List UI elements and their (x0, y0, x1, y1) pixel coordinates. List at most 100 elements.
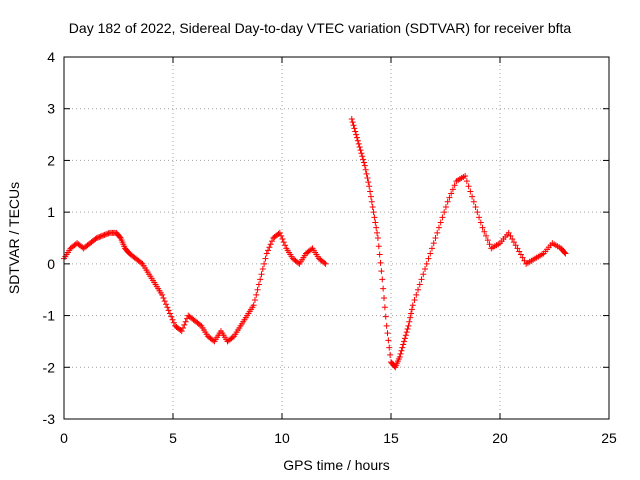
data-point (359, 153, 366, 160)
data-point (279, 236, 286, 243)
data-point (408, 310, 415, 317)
data-point (418, 276, 425, 283)
data-point (446, 194, 453, 201)
data-point (356, 143, 363, 150)
data-point (378, 268, 385, 275)
data-point (434, 229, 441, 236)
data-point (168, 313, 175, 320)
data-point (387, 351, 394, 358)
y-axis-label: SDTVAR / TECUs (6, 181, 22, 295)
data-point (416, 281, 423, 288)
data-point (164, 304, 171, 311)
data-point (386, 344, 393, 351)
data-point (161, 298, 168, 305)
data-point (384, 330, 391, 337)
data-point (100, 232, 107, 239)
data-point (308, 246, 315, 253)
data-point (405, 322, 412, 329)
data-point (280, 239, 287, 246)
data-point (251, 297, 258, 304)
data-point (403, 329, 410, 336)
data-point (432, 235, 439, 241)
data-point (484, 237, 491, 244)
data-point (463, 178, 470, 185)
data-point (469, 193, 476, 200)
data-point (353, 131, 360, 138)
y-tick-label: 0 (47, 256, 55, 272)
grid-lines (64, 57, 609, 419)
data-point (507, 232, 514, 239)
data-point (255, 281, 262, 288)
data-point (406, 318, 413, 325)
data-point (462, 172, 469, 179)
data-point (423, 260, 430, 267)
data-point (322, 260, 329, 267)
data-point (439, 214, 446, 221)
data-point (399, 344, 406, 351)
y-tick-label: -1 (43, 308, 56, 324)
data-point (368, 198, 375, 205)
data-point (422, 266, 429, 273)
data-point (354, 137, 361, 144)
data-point (159, 291, 166, 298)
data-point (420, 271, 427, 278)
data-point (398, 347, 405, 354)
data-point (474, 209, 481, 216)
data-point (472, 203, 479, 210)
data-point (448, 190, 455, 197)
x-tick-label: 20 (492, 430, 508, 446)
data-point (263, 250, 270, 257)
data-point (250, 302, 257, 309)
data-point (163, 301, 170, 308)
data-points (61, 116, 569, 371)
data-point (408, 306, 415, 313)
data-point (517, 251, 524, 258)
data-point (295, 259, 302, 266)
x-axis-label: GPS time / hours (283, 457, 390, 473)
data-point (376, 251, 383, 258)
data-point (166, 310, 173, 317)
data-point (93, 235, 100, 241)
data-point (367, 193, 374, 200)
data-point (267, 241, 274, 248)
data-point (382, 313, 389, 320)
data-point (425, 255, 432, 262)
data-point (165, 307, 172, 314)
data-point (512, 242, 519, 249)
data-point (413, 291, 420, 298)
data-point (96, 233, 103, 240)
y-tick-label: 1 (47, 204, 55, 220)
data-point (435, 224, 442, 231)
data-point (257, 276, 264, 283)
data-point (363, 170, 370, 177)
data-point (481, 228, 488, 235)
data-point (357, 147, 364, 154)
x-tick-label: 25 (601, 430, 617, 446)
data-point (519, 254, 526, 261)
axis-ticks: 0 5 10 15 20 25 -3 -2 -1 0 1 2 3 4 (43, 49, 617, 446)
data-point (229, 334, 236, 341)
data-point (348, 116, 355, 123)
data-point (268, 238, 275, 245)
data-point (470, 198, 477, 205)
data-point (276, 229, 283, 236)
data-point (101, 231, 108, 238)
data-point (562, 250, 569, 257)
data-point (97, 233, 104, 240)
chart-title: Day 182 of 2022, Sidereal Day-to-day VTE… (68, 20, 572, 36)
data-point (437, 219, 444, 226)
data-point (477, 219, 484, 226)
data-point (261, 260, 268, 267)
data-point (170, 319, 177, 326)
data-point (375, 243, 382, 250)
data-point (465, 183, 472, 190)
data-point (415, 286, 422, 293)
data-point (385, 337, 392, 344)
data-point (360, 159, 367, 166)
y-tick-label: 3 (47, 101, 55, 117)
data-point (321, 259, 328, 266)
x-tick-label: 10 (274, 430, 290, 446)
data-point (262, 255, 269, 262)
data-point (381, 304, 388, 311)
